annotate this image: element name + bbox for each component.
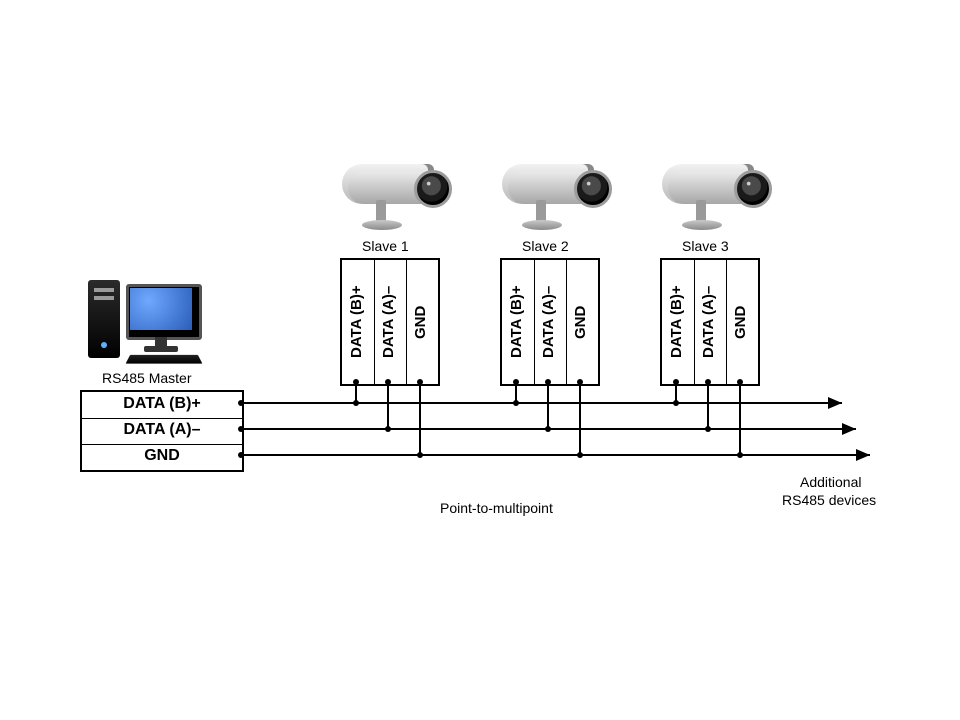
junction-dot	[577, 379, 583, 385]
camera-icon	[652, 160, 772, 240]
topology-caption: Point-to-multipoint	[440, 500, 553, 516]
additional-caption-2: RS485 devices	[782, 492, 876, 508]
junction-dot	[737, 452, 743, 458]
slave3-pin-a: DATA (A)–	[700, 274, 717, 370]
junction-dot	[545, 426, 551, 432]
junction-dot	[577, 452, 583, 458]
slave2-terminal-box: DATA (B)+ DATA (A)– GND	[500, 258, 600, 386]
junction-dot	[737, 379, 743, 385]
junction-dot	[385, 426, 391, 432]
slave1-terminal-box: DATA (B)+ DATA (A)– GND	[340, 258, 440, 386]
junction-dot	[673, 400, 679, 406]
slave2-title: Slave 2	[522, 238, 569, 254]
master-pin-gnd: GND	[82, 447, 242, 465]
master-pin-a: DATA (A)–	[82, 421, 242, 439]
slave1-pin-b: DATA (B)+	[348, 274, 365, 370]
slave2-pin-gnd: GND	[572, 300, 589, 344]
master-terminal-box: DATA (B)+ DATA (A)– GND	[80, 390, 244, 472]
additional-caption-1: Additional	[800, 474, 862, 490]
master-title: RS485 Master	[102, 370, 191, 386]
junction-dot	[673, 379, 679, 385]
junction-dot	[417, 452, 423, 458]
junction-dot	[705, 379, 711, 385]
junction-dot	[353, 400, 359, 406]
slave2-pin-a: DATA (A)–	[540, 274, 557, 370]
slave3-pin-gnd: GND	[732, 300, 749, 344]
junction-dot	[417, 379, 423, 385]
junction-dot	[705, 426, 711, 432]
junction-dot	[238, 400, 244, 406]
junction-dot	[513, 379, 519, 385]
slave2-pin-b: DATA (B)+	[508, 274, 525, 370]
slave1-pin-a: DATA (A)–	[380, 274, 397, 370]
junction-dot	[513, 400, 519, 406]
master-pin-b: DATA (B)+	[82, 395, 242, 413]
slave3-terminal-box: DATA (B)+ DATA (A)– GND	[660, 258, 760, 386]
junction-dot	[238, 426, 244, 432]
camera-icon	[332, 160, 452, 240]
slave3-title: Slave 3	[682, 238, 729, 254]
slave1-title: Slave 1	[362, 238, 409, 254]
camera-icon	[492, 160, 612, 240]
junction-dot	[385, 379, 391, 385]
slave3-pin-b: DATA (B)+	[668, 274, 685, 370]
junction-dot	[238, 452, 244, 458]
junction-dot	[545, 379, 551, 385]
junction-dot	[353, 379, 359, 385]
slave1-pin-gnd: GND	[412, 300, 429, 344]
